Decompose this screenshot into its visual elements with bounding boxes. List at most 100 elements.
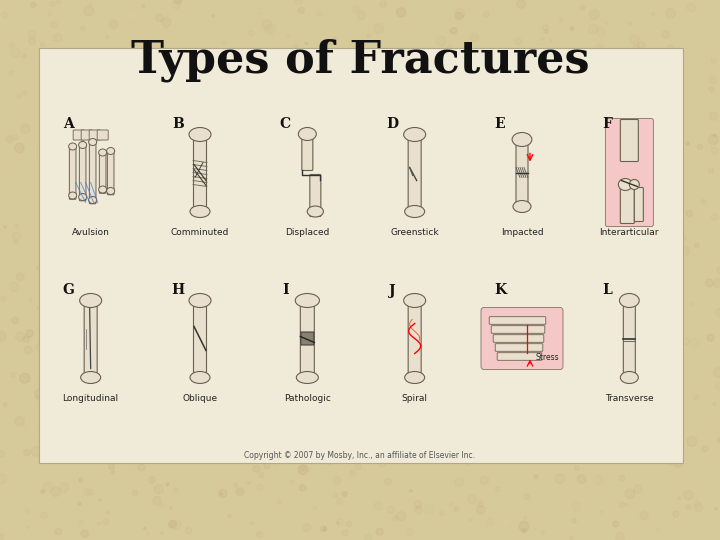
Circle shape [584,216,588,220]
Circle shape [262,248,269,255]
Circle shape [461,196,469,204]
Text: L: L [603,284,612,298]
Circle shape [543,25,549,30]
Circle shape [639,415,644,421]
Circle shape [213,297,217,301]
Circle shape [461,348,464,352]
Circle shape [546,58,552,63]
Circle shape [600,16,608,25]
Circle shape [369,268,377,276]
Circle shape [50,480,55,484]
Circle shape [606,56,613,62]
Circle shape [113,353,115,355]
Circle shape [522,419,528,426]
Circle shape [168,436,174,440]
Ellipse shape [89,138,96,145]
Circle shape [36,343,44,351]
Circle shape [640,512,648,519]
Circle shape [251,522,253,525]
Circle shape [128,12,135,19]
Circle shape [397,448,402,453]
Circle shape [154,485,163,494]
Circle shape [487,80,495,89]
Circle shape [605,22,607,24]
Circle shape [390,163,399,172]
Circle shape [113,252,120,259]
Circle shape [480,381,486,387]
Circle shape [521,203,528,211]
Circle shape [71,56,73,58]
Circle shape [361,218,367,225]
Circle shape [173,261,179,267]
Circle shape [444,500,454,509]
Circle shape [56,0,61,4]
Circle shape [589,24,598,34]
Circle shape [715,508,717,510]
Circle shape [220,408,228,417]
Circle shape [338,301,347,309]
Circle shape [138,348,145,356]
Circle shape [364,181,369,186]
Ellipse shape [619,294,639,307]
Circle shape [341,118,344,122]
Circle shape [247,242,255,250]
Circle shape [413,53,418,59]
Circle shape [108,345,116,353]
Circle shape [114,373,123,381]
Circle shape [562,244,567,248]
Circle shape [274,335,280,341]
Ellipse shape [513,200,531,213]
Text: E: E [495,118,505,132]
Circle shape [436,368,444,376]
Circle shape [14,240,18,244]
Circle shape [51,487,60,496]
Circle shape [522,199,525,202]
Circle shape [26,330,33,338]
Circle shape [148,48,157,57]
Circle shape [206,69,210,73]
Circle shape [268,69,277,78]
Circle shape [274,377,279,383]
Circle shape [452,426,459,432]
Circle shape [708,135,719,145]
Circle shape [596,58,600,61]
Circle shape [382,311,385,314]
Circle shape [91,148,100,157]
Circle shape [367,33,371,37]
Circle shape [130,138,138,146]
Circle shape [99,499,101,501]
Circle shape [3,387,11,395]
Circle shape [199,326,207,333]
Circle shape [222,300,230,308]
Circle shape [531,242,535,246]
Circle shape [652,13,654,16]
Circle shape [265,46,273,53]
Circle shape [618,502,624,508]
Ellipse shape [107,147,114,154]
Circle shape [294,238,303,246]
Circle shape [147,532,150,535]
Circle shape [199,100,206,107]
Circle shape [253,85,259,91]
Circle shape [329,386,334,390]
Circle shape [17,150,21,154]
Circle shape [59,134,66,140]
Circle shape [3,403,7,407]
Ellipse shape [78,141,86,149]
Circle shape [0,164,6,172]
Circle shape [415,507,422,514]
Circle shape [570,537,573,539]
FancyBboxPatch shape [498,353,541,360]
Circle shape [117,284,124,291]
Circle shape [135,477,139,481]
Circle shape [616,193,625,202]
Circle shape [678,497,680,500]
Circle shape [337,522,339,524]
Circle shape [541,160,546,165]
Circle shape [251,101,256,106]
Circle shape [545,403,553,411]
Circle shape [571,27,574,30]
Circle shape [451,28,456,34]
Circle shape [67,139,76,148]
Circle shape [600,510,603,512]
